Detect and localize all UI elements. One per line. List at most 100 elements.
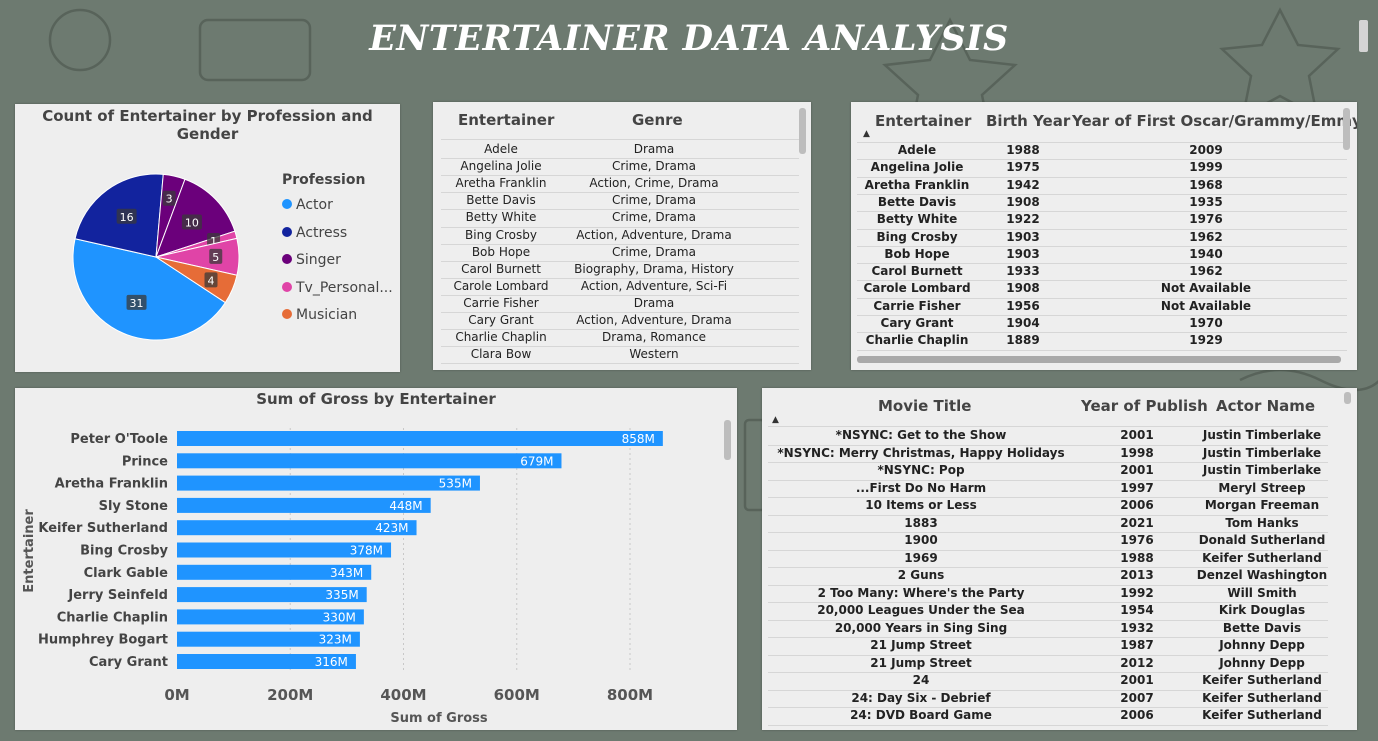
bar[interactable]	[177, 497, 431, 513]
table-cell: Action, Adventure, Sci-Fi	[580, 278, 728, 293]
award-header-birth-year[interactable]: Birth Year	[986, 112, 1071, 130]
bar[interactable]	[177, 654, 356, 669]
genre-header-entertainer[interactable]: Entertainer	[458, 111, 555, 129]
row-divider	[768, 479, 1328, 481]
legend-item[interactable]: Actress	[282, 225, 347, 241]
award-table-scrollbar[interactable]	[1343, 108, 1350, 150]
table-cell: 1976	[1189, 212, 1223, 227]
table-cell: Bob Hope	[471, 244, 531, 259]
table-cell: 2007	[1120, 690, 1154, 705]
row-divider	[857, 349, 1347, 351]
table-cell: Johnny Depp	[1219, 638, 1305, 652]
bar-chart-title: Sum of Gross by Entertainer	[256, 390, 496, 408]
award-header-first-award[interactable]: Year of First Oscar/Grammy/Emmy	[1072, 112, 1357, 130]
bar[interactable]	[177, 631, 360, 647]
table-cell: *NSYNC: Pop	[877, 463, 965, 477]
table-cell: Bing Crosby	[876, 229, 958, 244]
table-cell: 1954	[1120, 603, 1154, 617]
table-cell: 1904	[1006, 316, 1040, 330]
legend-dot	[282, 281, 292, 292]
table-cell: 1900	[904, 533, 938, 547]
table-cell: Angelina Jolie	[460, 159, 542, 174]
table-cell: Carole Lombard	[863, 281, 971, 296]
table-cell: 1987	[1120, 638, 1154, 652]
table-cell: 1933	[1006, 264, 1040, 279]
bar[interactable]	[177, 431, 663, 446]
table-cell: Carol Burnett	[871, 264, 963, 279]
bar-data-label: 323M	[319, 633, 352, 647]
row-divider	[857, 297, 1347, 299]
bar[interactable]	[177, 520, 417, 536]
row-divider	[857, 245, 1347, 247]
bar[interactable]	[177, 564, 372, 580]
table-cell: 24: DVD Board Game	[850, 708, 992, 722]
table-cell: Bette Davis	[466, 193, 536, 208]
table-cell: Crime, Drama	[612, 193, 696, 208]
legend-label: Actor	[296, 197, 333, 213]
genre-header-genre[interactable]: Genre	[632, 111, 683, 129]
sort-ascending-icon[interactable]: ▲	[772, 415, 779, 425]
row-divider	[857, 193, 1347, 195]
pie-slice[interactable]	[155, 256, 238, 304]
page-scrollbar[interactable]	[1359, 20, 1368, 52]
table-cell: 1969	[904, 550, 938, 565]
bar[interactable]	[177, 542, 392, 558]
sort-ascending-icon[interactable]: ▲	[863, 129, 870, 139]
table-cell: 1970	[1189, 316, 1223, 330]
table-cell: Cary Grant	[880, 316, 954, 330]
pie-data-label: 4	[208, 274, 215, 287]
row-divider	[768, 497, 1328, 498]
y-axis-label: Entertainer	[22, 509, 37, 593]
table-cell: 1962	[1189, 264, 1223, 279]
genre-table-scrollbar[interactable]	[799, 108, 806, 154]
table-cell: Charlie Chaplin	[455, 330, 547, 345]
table-cell: Denzel Washington	[1196, 568, 1328, 582]
table-cell: Bing Crosby	[465, 227, 537, 242]
table-cell: *NSYNC: Get to the Show	[835, 428, 1007, 442]
row-divider	[768, 602, 1328, 603]
row-divider	[768, 637, 1328, 638]
legend-item[interactable]: Musician	[282, 307, 357, 323]
row-divider	[441, 329, 799, 331]
row-divider	[768, 654, 1328, 656]
row-divider	[857, 315, 1347, 316]
legend-item[interactable]: Actor	[282, 197, 333, 213]
bar[interactable]	[177, 587, 367, 603]
x-tick-label: 200M	[267, 686, 313, 704]
table-cell: Tom Hanks	[1225, 515, 1299, 530]
pie-slice[interactable]	[72, 238, 227, 341]
award-table-hscrollbar[interactable]	[857, 356, 1341, 363]
bar[interactable]	[177, 475, 480, 491]
table-cell: 24	[912, 673, 930, 687]
pie-data-label: 31	[130, 297, 144, 310]
table-cell: Bette Davis	[877, 194, 957, 209]
movie-header-year[interactable]: Year of Publish	[1081, 397, 1208, 415]
legend-dot	[282, 254, 292, 264]
row-divider	[441, 243, 799, 245]
award-header-entertainer[interactable]: Entertainer	[875, 112, 972, 130]
legend-item[interactable]: Singer	[282, 252, 341, 268]
table-cell: 2001	[1120, 428, 1154, 442]
bar[interactable]	[177, 453, 562, 469]
table-cell: Charlie Chaplin	[865, 333, 969, 348]
category-label: Bing Crosby	[80, 544, 168, 559]
table-cell: 21 Jump Street	[870, 638, 972, 652]
table-cell: Crime, Drama	[612, 159, 696, 174]
table-cell: Clara Bow	[470, 347, 532, 362]
x-axis-label: Sum of Gross	[390, 711, 488, 726]
pie-data-label-bg	[126, 294, 147, 310]
bar[interactable]	[177, 609, 364, 625]
table-cell: 1929	[1189, 333, 1223, 348]
row-divider	[441, 346, 799, 348]
pie-data-label: 10	[185, 217, 199, 230]
bar-chart-scrollbar[interactable]	[724, 420, 731, 460]
legend-label: Musician	[296, 307, 358, 323]
legend-label: Actress	[296, 224, 348, 241]
pie-data-label: 1	[210, 235, 217, 248]
movie-header-title[interactable]: Movie Title	[878, 397, 972, 415]
row-divider	[768, 707, 1328, 708]
movie-table-scrollbar[interactable]	[1344, 392, 1351, 404]
movie-header-actor[interactable]: Actor Name	[1216, 397, 1316, 415]
table-cell: 2001	[1120, 673, 1154, 687]
legend-item[interactable]: Tv_Personal...	[282, 280, 393, 296]
